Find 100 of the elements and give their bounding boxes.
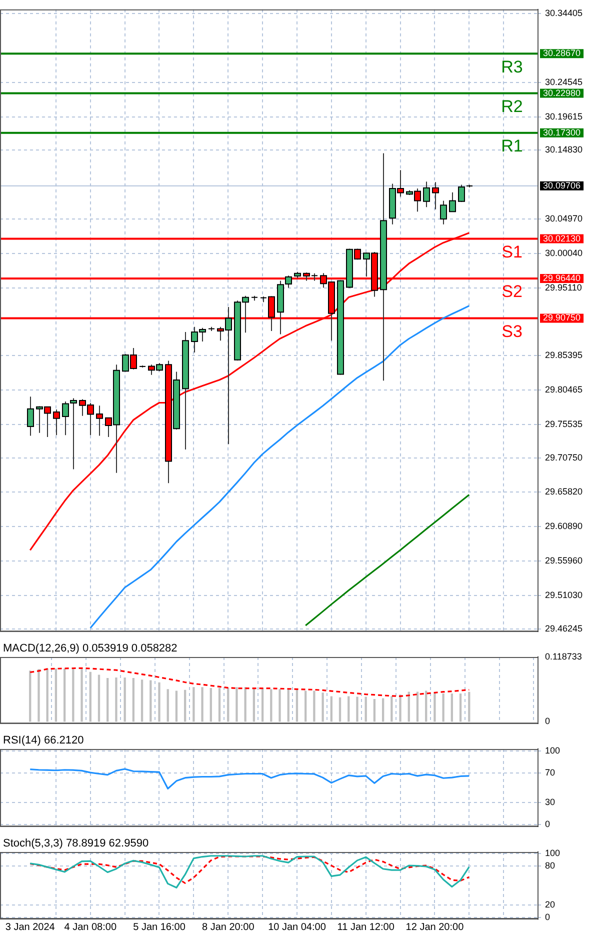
bar [244, 687, 246, 722]
bar [98, 674, 100, 722]
bar [175, 690, 178, 722]
chart-title: Stoch(5,3,3) 78.8919 62.9590 [3, 838, 149, 850]
bar [46, 668, 48, 722]
bar [158, 682, 160, 722]
y-tick-label: 0.118733 [545, 651, 582, 662]
bar [210, 688, 212, 722]
y-tick-label: 100 [545, 746, 560, 756]
ref-line-label: R3 [501, 57, 523, 76]
chart-title: MACD(12,26,9) 0.053919 0.058282 [3, 642, 178, 655]
bar [270, 689, 272, 722]
bar [382, 698, 384, 722]
y-tick-label: 29.60890 [545, 521, 583, 532]
x-tick-label: 5 Jan 16:00 [133, 922, 186, 933]
x-tick-label: 8 Jan 20:00 [202, 922, 255, 933]
bar [115, 677, 118, 722]
bar [348, 696, 350, 722]
x-tick-label: 12 Jan 20:00 [406, 922, 464, 933]
y-tick-label: 29.55960 [545, 556, 583, 566]
bar [459, 693, 462, 722]
text: 30.02130 [543, 233, 581, 244]
bar [236, 687, 238, 722]
bar [338, 697, 342, 722]
ref-line-label: R2 [501, 96, 523, 116]
bar [322, 692, 324, 722]
y-tick-label: 30.00040 [545, 248, 583, 258]
bar [201, 687, 204, 722]
bar [227, 688, 230, 722]
bar [304, 690, 307, 722]
y-tick-label: 30 [545, 796, 556, 807]
bar [373, 699, 376, 722]
bar [63, 668, 66, 722]
y-tick-label: 30.14830 [545, 144, 583, 155]
text: 30.09706 [543, 180, 581, 190]
y-tick-label: 80 [545, 860, 556, 871]
bar [261, 688, 264, 722]
y-tick-label: 29.85395 [545, 350, 583, 360]
bar [184, 690, 186, 722]
bar [80, 669, 83, 722]
ref-line-label: S3 [502, 322, 522, 341]
bar [150, 680, 152, 722]
bar [296, 690, 298, 722]
y-tick-label: 0 [545, 818, 550, 829]
y-tick-label: 30.34405 [545, 8, 583, 18]
x-tick-label: 3 Jan 2024 [5, 922, 56, 933]
bar [399, 694, 402, 722]
bar [38, 669, 40, 722]
y-tick-label: 29.46245 [545, 623, 583, 634]
y-tick-label: 29.70750 [545, 452, 583, 462]
chart-title: RSI(14) 66.2120 [3, 734, 84, 747]
bar [313, 690, 316, 722]
bar [166, 689, 169, 722]
bar [450, 693, 453, 722]
y-tick-label: 20 [545, 899, 556, 910]
y-tick-label: 29.65820 [545, 486, 583, 497]
bar [468, 692, 470, 722]
x-tick-label: 10 Jan 04:00 [268, 922, 326, 933]
bar [29, 670, 32, 722]
x-tick-label: 11 Jan 12:00 [337, 922, 395, 933]
ref-line-label: S1 [502, 242, 522, 262]
y-tick-label: 0 [545, 912, 550, 922]
bar [124, 677, 126, 722]
bar [278, 689, 281, 722]
text: 30.17300 [543, 127, 581, 138]
y-tick-label: 29.95110 [545, 282, 582, 292]
y-tick-label: 29.51030 [545, 590, 583, 600]
bar [442, 693, 444, 722]
ref-line-label: R1 [501, 136, 523, 156]
y-tick-label: 29.75535 [545, 418, 583, 429]
line-series [29, 667, 470, 697]
bar [330, 696, 332, 722]
y-tick-label: 0 [545, 716, 550, 726]
y-tick-label: 30.24545 [545, 76, 583, 87]
text: 29.96440 [543, 273, 581, 284]
bar [218, 688, 221, 722]
text: 29.90750 [543, 312, 581, 323]
y-tick-label: 30.04970 [545, 213, 583, 224]
bar [252, 688, 256, 722]
y-tick-label: 30.19615 [545, 111, 583, 122]
bar [416, 692, 419, 722]
bar [364, 696, 367, 722]
bar [192, 687, 195, 722]
bar [106, 678, 109, 722]
bar [132, 678, 135, 722]
text: 30.28670 [543, 48, 581, 58]
y-tick-label: 29.80465 [545, 384, 583, 394]
bar [287, 689, 290, 722]
y-tick-label: 100 [545, 848, 560, 858]
bar [434, 693, 436, 722]
bar [140, 680, 144, 722]
bar [72, 668, 74, 722]
bar [425, 690, 428, 722]
y-tick-label: 70 [545, 768, 556, 778]
ref-line-label: S2 [502, 282, 522, 302]
bar [89, 672, 92, 722]
bar [54, 668, 58, 722]
text: 30.22980 [543, 88, 581, 98]
x-tick-label: 4 Jan 08:00 [64, 922, 117, 933]
bar [356, 696, 358, 722]
